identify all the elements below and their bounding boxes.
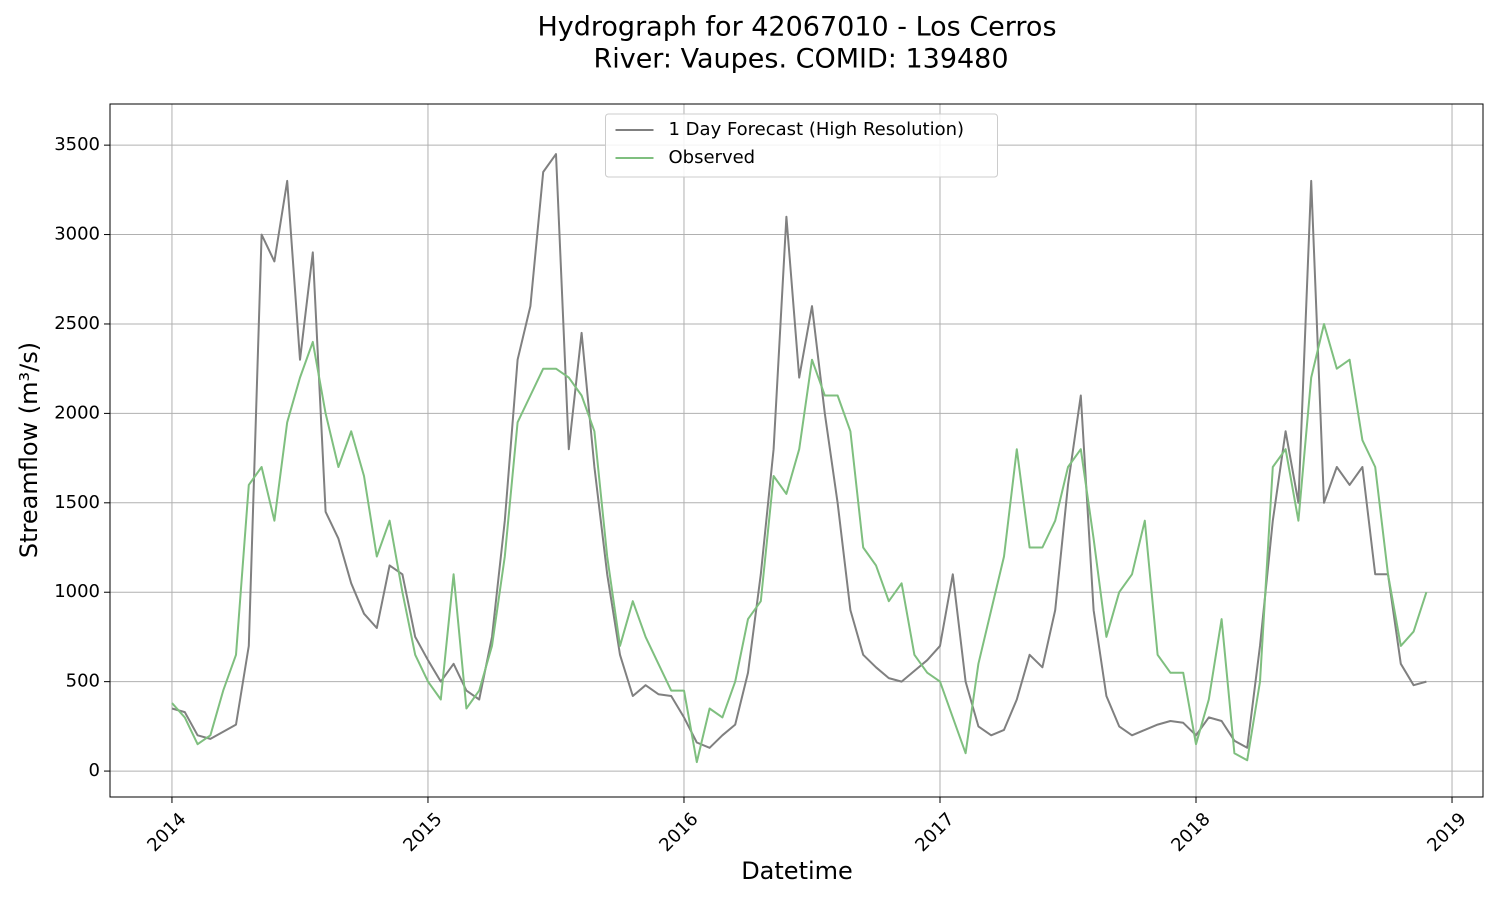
- series-line: [171, 323, 1428, 764]
- plot-frame: [109, 103, 1484, 798]
- legend-label: Observed: [669, 147, 756, 168]
- legend-box: [605, 113, 998, 178]
- x-axis-label: Datetime: [741, 857, 853, 885]
- y-tick-label: 1000: [54, 581, 100, 602]
- y-axis-label: Streamflow (m³/s): [15, 342, 43, 558]
- y-tick-label: 3000: [54, 224, 100, 245]
- series-line: [171, 153, 1427, 749]
- y-tick-label: 2000: [54, 402, 100, 423]
- y-tick-label: 500: [66, 671, 100, 692]
- y-tick-label: 0: [89, 760, 100, 781]
- y-tick-label: 2500: [54, 313, 100, 334]
- y-tick-label: 3500: [54, 134, 100, 155]
- chart-title: Hydrograph for 42067010 - Los Cerros: [537, 12, 1056, 43]
- legend: 1 Day Forecast (High Resolution) Observed: [605, 113, 998, 178]
- legend-label: 1 Day Forecast (High Resolution): [669, 119, 965, 140]
- chart-subtitle: River: Vaupes. COMID: 139480: [593, 44, 1008, 75]
- y-tick-label: 1500: [54, 492, 100, 513]
